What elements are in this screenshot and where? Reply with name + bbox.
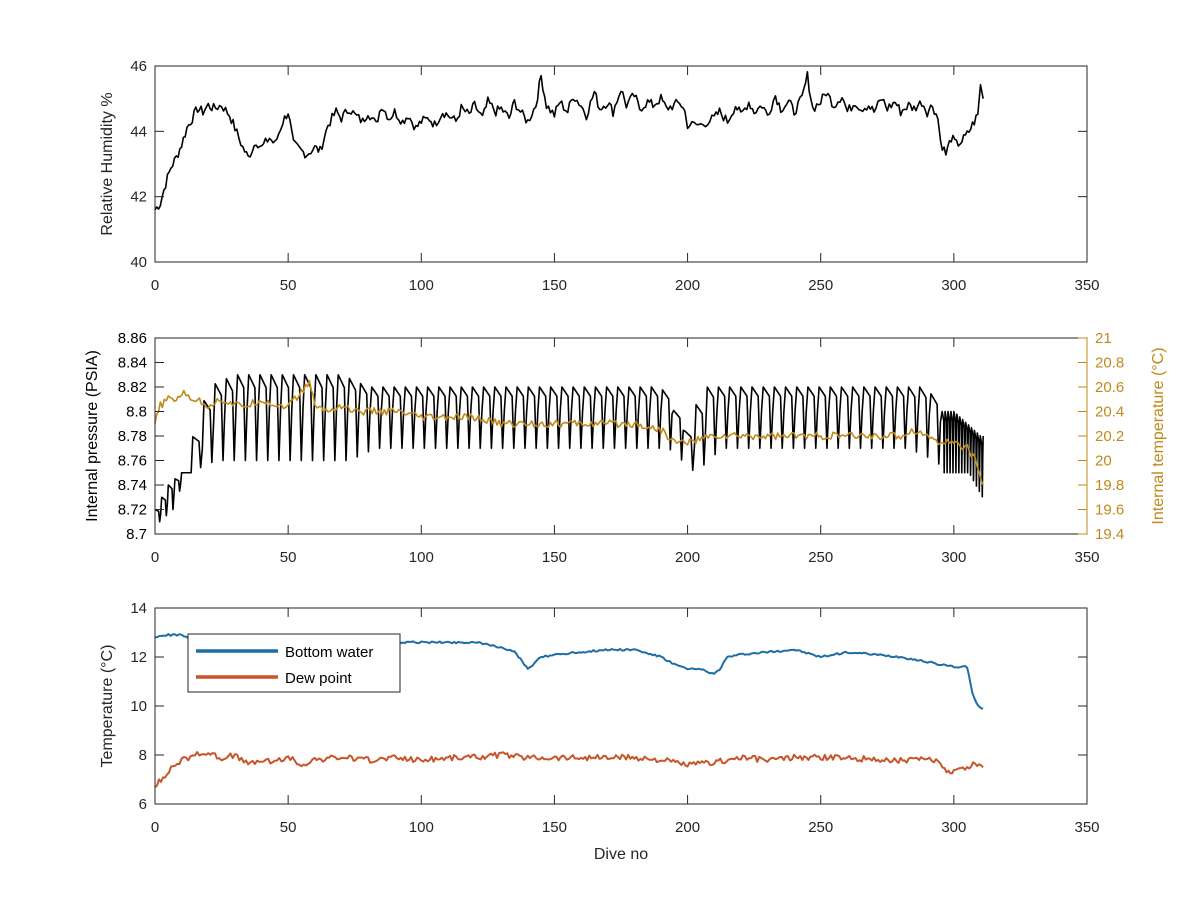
y-axis-label-2: Internal pressure (PSIA) <box>84 350 101 522</box>
figure: 0 50 100 150 200 250 300 350 40 42 44 46 Relative H… <box>0 0 1200 900</box>
legend-label-dew-point: Dew point <box>285 670 353 687</box>
y-tick-label: 8.7 <box>126 526 147 543</box>
y-tick-label: 14 <box>130 600 147 617</box>
y-tick-label: 6 <box>139 796 147 813</box>
y-axis-label-right-2: Internal temperature (°C) <box>1150 347 1167 524</box>
y-tick-label: 44 <box>130 123 147 140</box>
x-tick-label: 50 <box>280 277 297 294</box>
y-tick-label: 8.78 <box>118 428 147 445</box>
y-tick-label-right: 20.8 <box>1095 355 1124 372</box>
y-tick-label-right: 20 <box>1095 453 1112 470</box>
y-tick-label: 12 <box>130 649 147 666</box>
y-axis-label-3: Temperature (°C) <box>99 645 116 768</box>
y-tick-label: 8 <box>139 747 147 764</box>
x-tick-label: 150 <box>542 277 567 294</box>
y-tick-label-right: 21 <box>1095 330 1112 347</box>
panel-relative-humidity: 0 50 100 150 200 250 300 350 40 42 44 46 Relative H… <box>99 58 1100 294</box>
panel-temperature: 0 50 100 150 200 250 300 350 6 8 10 12 14 Temperatur… <box>99 600 1100 863</box>
x-tick-label: 150 <box>542 819 567 836</box>
x-tick-label: 350 <box>1074 549 1099 566</box>
x-tick-label: 300 <box>941 819 966 836</box>
x-tick-label: 0 <box>151 819 159 836</box>
x-tick-label: 200 <box>675 819 700 836</box>
x-tick-label: 350 <box>1074 277 1099 294</box>
x-tick-label: 350 <box>1074 819 1099 836</box>
x-tick-label: 250 <box>808 549 833 566</box>
y-tick-label: 8.76 <box>118 453 147 470</box>
y-tick-label: 8.74 <box>118 477 147 494</box>
y-tick-label-right: 19.4 <box>1095 526 1124 543</box>
y-tick-label: 10 <box>130 698 147 715</box>
y-tick-label-right: 19.8 <box>1095 477 1124 494</box>
x-tick-label: 200 <box>675 277 700 294</box>
y-tick-label: 8.82 <box>118 379 147 396</box>
x-tick-label: 150 <box>542 549 567 566</box>
legend: Bottom water Dew point <box>188 634 400 692</box>
y-tick-label-right: 20.4 <box>1095 404 1124 421</box>
y-tick-label: 40 <box>130 254 147 271</box>
y-tick-label: 8.72 <box>118 502 147 519</box>
y-tick-label: 42 <box>130 189 147 206</box>
y-tick-label-right: 19.6 <box>1095 502 1124 519</box>
x-tick-label: 50 <box>280 819 297 836</box>
x-tick-label: 100 <box>409 819 434 836</box>
y-axis-label-1: Relative Humidity % <box>99 92 116 235</box>
plot-area-1 <box>155 66 1087 262</box>
y-tick-label: 8.84 <box>118 355 147 372</box>
x-tick-label: 200 <box>675 549 700 566</box>
x-tick-label: 50 <box>280 549 297 566</box>
x-tick-label: 250 <box>808 277 833 294</box>
y-tick-label-right: 20.6 <box>1095 379 1124 396</box>
x-tick-label: 0 <box>151 549 159 566</box>
y-tick-label: 8.8 <box>126 404 147 421</box>
x-tick-label: 100 <box>409 549 434 566</box>
figure-svg: 0 50 100 150 200 250 300 35040424446 Relative H… <box>0 0 1200 900</box>
x-tick-label: 250 <box>808 819 833 836</box>
y-tick-label: 46 <box>130 58 147 75</box>
legend-label-bottom-water: Bottom water <box>285 644 373 661</box>
panel-internal-pressure: 0 50 100 150 200 250 300 350 8.7 8.72 8.74 8.76 8.78… <box>84 330 1167 566</box>
x-tick-label: 100 <box>409 277 434 294</box>
x-tick-label: 300 <box>941 549 966 566</box>
y-tick-label: 8.86 <box>118 330 147 347</box>
y-tick-label-right: 20.2 <box>1095 428 1124 445</box>
x-tick-label: 300 <box>941 277 966 294</box>
x-tick-label: 0 <box>151 277 159 294</box>
x-axis-label: Dive no <box>594 846 648 863</box>
